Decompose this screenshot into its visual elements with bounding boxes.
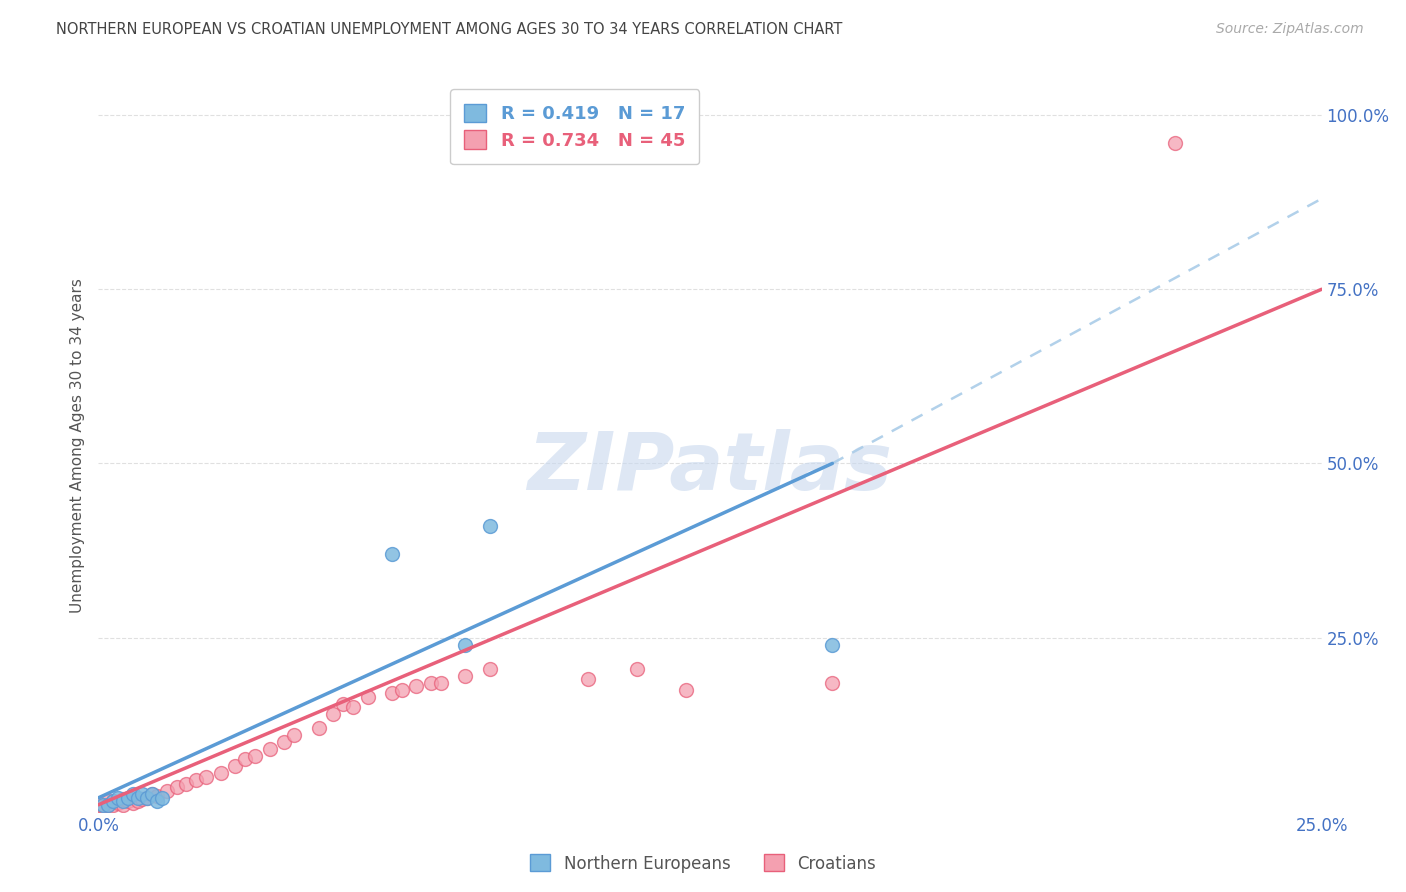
Point <box>626 662 648 676</box>
Point <box>454 638 477 652</box>
Point <box>141 787 163 801</box>
Point <box>381 547 404 561</box>
Point <box>101 794 124 808</box>
Point <box>186 773 208 788</box>
Point <box>146 794 169 808</box>
Point <box>117 790 139 805</box>
Point <box>121 787 143 801</box>
Point <box>675 682 697 697</box>
Point <box>136 790 159 805</box>
Point <box>141 787 163 801</box>
Point <box>156 784 179 798</box>
Point <box>136 790 159 805</box>
Point <box>101 794 124 808</box>
Point <box>259 742 281 756</box>
Point <box>233 752 256 766</box>
Point <box>405 679 427 693</box>
Point <box>131 792 153 806</box>
Point <box>97 797 120 812</box>
Point <box>97 797 120 812</box>
Text: ZIPatlas: ZIPatlas <box>527 429 893 507</box>
Point <box>391 682 413 697</box>
Text: Source: ZipAtlas.com: Source: ZipAtlas.com <box>1216 22 1364 37</box>
Point <box>342 700 364 714</box>
Point <box>209 766 232 780</box>
Point <box>420 676 443 690</box>
Point <box>478 519 501 533</box>
Point <box>107 790 129 805</box>
Point <box>821 676 844 690</box>
Point <box>91 797 114 812</box>
Point <box>146 789 169 804</box>
Point <box>195 770 218 784</box>
Point <box>101 797 124 812</box>
Point <box>243 749 266 764</box>
Point <box>131 787 153 801</box>
Point <box>454 669 477 683</box>
Point <box>117 794 139 808</box>
Point <box>1164 136 1187 150</box>
Point <box>176 777 198 791</box>
Point <box>821 638 844 652</box>
Point <box>166 780 188 795</box>
Point <box>283 728 305 742</box>
Text: NORTHERN EUROPEAN VS CROATIAN UNEMPLOYMENT AMONG AGES 30 TO 34 YEARS CORRELATION: NORTHERN EUROPEAN VS CROATIAN UNEMPLOYME… <box>56 22 842 37</box>
Point <box>111 797 134 812</box>
Point <box>308 721 330 735</box>
Point <box>478 662 501 676</box>
Point <box>381 686 404 700</box>
Point <box>97 794 120 808</box>
Point <box>322 707 344 722</box>
Point <box>224 759 246 773</box>
Point <box>111 794 134 808</box>
Point <box>127 794 149 808</box>
Legend: R = 0.419   N = 17, R = 0.734   N = 45: R = 0.419 N = 17, R = 0.734 N = 45 <box>450 89 699 164</box>
Point <box>111 792 134 806</box>
Point <box>576 673 599 687</box>
Point <box>107 797 129 811</box>
Legend: Northern Europeans, Croatians: Northern Europeans, Croatians <box>523 847 883 880</box>
Point <box>87 797 110 812</box>
Point <box>273 735 295 749</box>
Point <box>356 690 378 704</box>
Point <box>127 790 149 805</box>
Point <box>91 799 114 814</box>
Point <box>430 676 453 690</box>
Point <box>332 697 354 711</box>
Point <box>150 790 173 805</box>
Y-axis label: Unemployment Among Ages 30 to 34 years: Unemployment Among Ages 30 to 34 years <box>70 278 86 614</box>
Point <box>121 797 143 811</box>
